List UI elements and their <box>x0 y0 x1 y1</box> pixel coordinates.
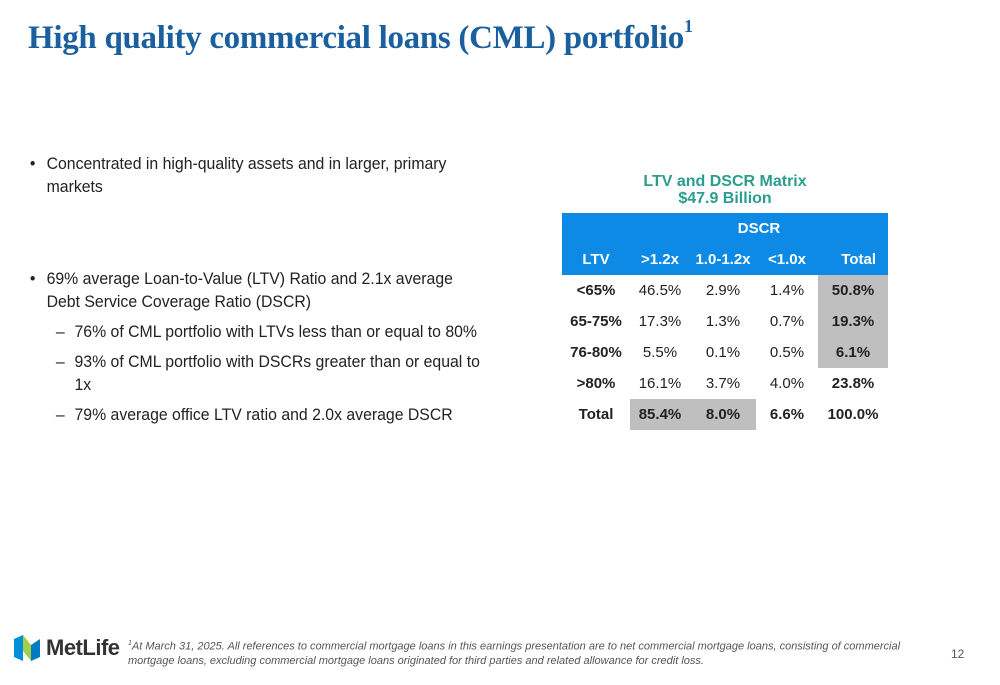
sub-bullet-item: – 76% of CML portfolio with LTVs less th… <box>55 322 477 341</box>
table-cell: 0.5% <box>769 344 805 361</box>
bullet-mark: • <box>29 269 36 288</box>
metlife-logo: MetLife <box>14 635 120 661</box>
bullet-mark: • <box>29 154 36 173</box>
table-cell: 4.0% <box>769 375 805 392</box>
table-row: <65% 46.5% 2.9% 1.4% 50.8% <box>562 275 889 306</box>
sub-bullet-item: – 79% average office LTV ratio and 2.0x … <box>55 405 453 424</box>
dash-mark: – <box>55 352 65 371</box>
column-header: LTV <box>562 244 630 275</box>
table-cell: 5.5% <box>642 344 678 361</box>
footnote: 1At March 31, 2025. All references to co… <box>128 640 901 667</box>
row-label: 65-75% <box>570 313 622 330</box>
matrix-group-header-row: DSCR <box>562 213 889 244</box>
total-cell: 85.4% <box>630 399 690 430</box>
bullet-item: • Concentrated in high-quality assets an… <box>29 154 447 196</box>
bullet-list: • Concentrated in high-quality assets an… <box>28 152 488 426</box>
total-cell: 6.6% <box>769 406 805 423</box>
page-number: 12 <box>951 647 965 661</box>
table-cell: 2.9% <box>705 282 741 299</box>
row-label: Total <box>578 406 614 423</box>
sub-bullet-item: – 93% of CML portfolio with DSCRs greate… <box>55 352 480 394</box>
grand-total-cell: 100.0% <box>827 406 879 423</box>
column-header: Total <box>818 244 889 275</box>
matrix-title: LTV and DSCR Matrix $47.9 Billion <box>562 173 888 207</box>
column-header: 1.0-1.2x <box>690 244 756 275</box>
title-footnote-marker: 1 <box>683 16 693 36</box>
matrix-column-header-row: LTV >1.2x 1.0-1.2x <1.0x Total <box>562 244 889 275</box>
table-cell: 16.1% <box>638 375 682 392</box>
empty-header-cell <box>562 213 630 244</box>
bullet-item: • 69% average Loan-to-Value (LTV) Ratio … <box>29 269 453 311</box>
table-cell: 0.1% <box>705 344 741 361</box>
total-cell: 19.3% <box>818 306 889 337</box>
footnote-marker: 1 <box>128 640 132 647</box>
dscr-group-header: DSCR <box>630 213 889 244</box>
table-cell: 1.3% <box>705 313 741 330</box>
table-row: 76-80% 5.5% 0.1% 0.5% 6.1% <box>562 337 889 368</box>
column-header: <1.0x <box>756 244 818 275</box>
table-cell: 46.5% <box>638 282 682 299</box>
table-cell: 17.3% <box>638 313 682 330</box>
total-cell: 23.8% <box>831 375 875 392</box>
row-label: <65% <box>576 282 616 299</box>
table-row: >80% 16.1% 3.7% 4.0% 23.8% <box>562 368 888 399</box>
table-cell: 3.7% <box>705 375 741 392</box>
total-cell: 8.0% <box>690 399 756 430</box>
total-cell: 6.1% <box>818 337 889 368</box>
logo-text: MetLife <box>46 635 120 660</box>
table-row: 65-75% 17.3% 1.3% 0.7% 19.3% <box>562 306 889 337</box>
column-header: >1.2x <box>630 244 690 275</box>
table-cell: 0.7% <box>769 313 805 330</box>
table-row-total: Total 85.4% 8.0% 6.6% 100.0% <box>562 399 888 430</box>
page-title: High quality commercial loans (CML) port… <box>28 16 693 56</box>
metlife-logo-mark-icon <box>14 635 40 661</box>
dash-mark: – <box>55 322 65 341</box>
row-label: 76-80% <box>570 344 622 361</box>
row-label: >80% <box>576 375 616 392</box>
dash-mark: – <box>55 405 65 424</box>
ltv-dscr-matrix: DSCR LTV >1.2x 1.0-1.2x <1.0x Total <65%… <box>562 213 889 430</box>
total-cell: 50.8% <box>818 275 889 306</box>
table-cell: 1.4% <box>769 282 805 299</box>
matrix-subtitle: $47.9 Billion <box>678 190 772 207</box>
